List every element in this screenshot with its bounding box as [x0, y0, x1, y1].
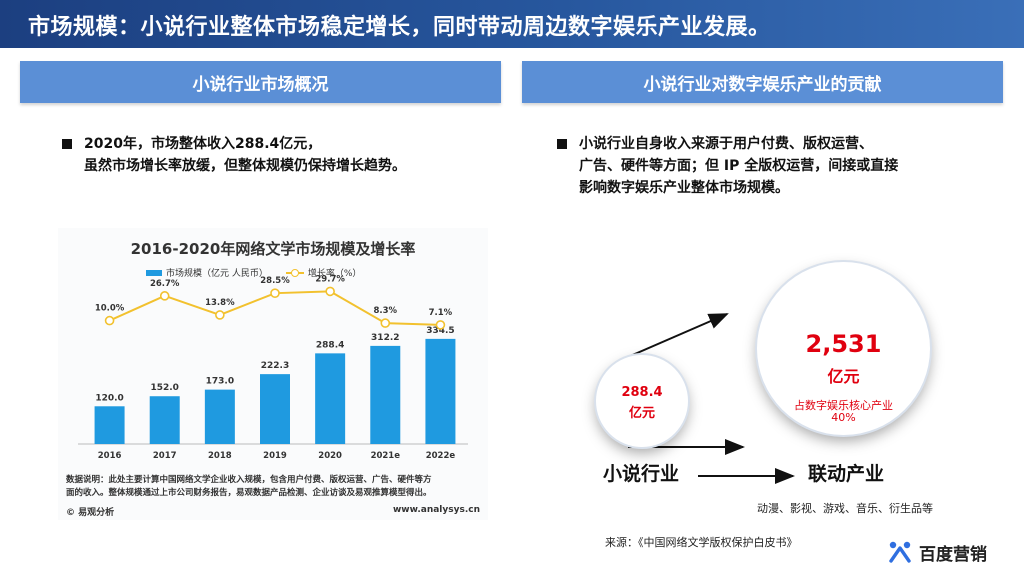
right-bullet-line-1: 小说行业自身收入来源于用户付费、版权运营、: [579, 136, 873, 152]
bar-label-2016: 120.0: [95, 393, 123, 403]
chart-note-line-1: 数据说明：此处主要计算中国网络文学企业收入规模，包含用户付费、版权运营、广告、硬…: [66, 475, 432, 485]
bullet-square-icon: [557, 139, 567, 149]
chart-source-url: www.analysys.cn: [392, 505, 480, 515]
right-bullet-line-2: 广告、硬件等方面；但 IP 全版权运营，间接或直接: [579, 158, 899, 174]
novel-revenue-circle: [596, 355, 688, 447]
flow-from-label: 小说行业: [603, 463, 680, 485]
legend-item-line: 增长率（%）: [285, 266, 362, 279]
legend-bar-swatch: [146, 269, 162, 276]
growth-point-2018: [215, 310, 225, 320]
chart-canvas: 120.0 2016 152.0 2017 173.0 2018 222.3 2019 288.…: [78, 274, 468, 461]
growth-label-2022e: 7.1%: [429, 308, 453, 318]
linked-industry-share-value: 40%: [831, 411, 856, 424]
chart-note: 数据说明：此处主要计算中国网络文学企业收入规模，包含用户付费、版权运营、广告、硬…: [66, 474, 484, 500]
growth-point-2016: [104, 315, 115, 326]
legend-line-label: 增长率（%）: [307, 269, 362, 279]
growth-point-2017: [159, 291, 170, 301]
linked-industry-share-label: 占数字娱乐核心产业: [794, 399, 893, 412]
tick-label-2022e: 2022e: [426, 451, 456, 461]
tick-label-2020: 2020: [318, 451, 342, 461]
linked-industry-value: 2,531: [805, 330, 882, 358]
growth-point-2019: [270, 288, 280, 298]
left-bullet: 2020年，市场整体收入288.4亿元， 虽然市场增长率放缓，但整体规模仍保持增…: [62, 133, 502, 177]
legend-bar-label: 市场规模（亿元 人民币）: [166, 269, 268, 279]
bar-2022e: [425, 338, 456, 444]
left-section-header: 小说行业市场概况: [20, 61, 501, 103]
bar-label-2019: 222.3: [261, 361, 289, 371]
bar-label-2021e: 312.2: [371, 333, 399, 343]
bar-2020: [315, 353, 346, 444]
bar-label-2020: 288.4: [316, 340, 344, 350]
title-bar: 市场规模：小说行业整体市场稳定增长，同时带动周边数字娱乐产业发展。: [0, 0, 1024, 48]
bar-label-2018: 173.0: [206, 377, 234, 387]
linked-industry-unit: 亿元: [827, 367, 860, 386]
bar-label-2022e: 334.5: [426, 326, 454, 336]
legend-item-bar: 市场规模（亿元 人民币）: [146, 266, 268, 279]
bar-2016: [94, 406, 125, 444]
tick-label-2018: 2018: [208, 451, 232, 461]
growth-label-2018: 13.8%: [205, 298, 235, 308]
legend-line-swatch: [285, 268, 304, 277]
tick-label-2016: 2016: [98, 451, 122, 461]
growth-point-2020: [325, 286, 335, 297]
novel-revenue-unit: 亿元: [628, 406, 655, 421]
linked-industry-circle: [757, 262, 930, 435]
bar-2021e: [370, 345, 401, 444]
page-title: 市场规模：小说行业整体市场稳定增长，同时带动周边数字娱乐产业发展。: [28, 15, 771, 40]
source-note: 来源：《中国网络文学版权保护白皮书》: [605, 536, 798, 549]
chart-legend: 市场规模（亿元 人民币） 增长率（%）: [146, 266, 361, 279]
chart-source-logo: © 易观分析: [66, 508, 115, 518]
chart-title: 2016-2020年网络文学市场规模及增长率: [130, 240, 416, 258]
brand-name: 百度营销: [919, 544, 987, 565]
arrow-top: [627, 313, 729, 358]
growth-label-2016: 10.0%: [95, 304, 125, 314]
flow-to-label: 联动产业: [808, 463, 885, 485]
growth-label-2017: 26.7%: [150, 279, 180, 289]
growth-label-2020: 29.7%: [315, 274, 345, 284]
brand-logo: 百度营销: [887, 539, 987, 565]
market-size-chart: 120.0 2016 152.0 2017 173.0 2018 222.3 2019 288.…: [58, 228, 488, 520]
bar-label-2017: 152.0: [150, 383, 178, 393]
right-bullet-line-3: 影响数字娱乐产业整体市场规模。: [579, 180, 789, 196]
bar-2017: [149, 396, 180, 444]
linked-industry-items: 动漫、影视、游戏、音乐、衍生品等: [757, 502, 933, 515]
right-section-header: 小说行业对数字娱乐产业的贡献: [522, 61, 1003, 103]
left-bullet-line-1: 2020年，市场整体收入288.4亿元，: [84, 136, 322, 152]
tick-label-2019: 2019: [263, 451, 287, 461]
growth-label-2019: 28.5%: [260, 276, 290, 286]
left-bullet-line-2: 虽然市场增长率放缓，但整体规模仍保持增长趋势。: [84, 158, 406, 174]
baidu-marketing-logo-icon: [889, 541, 911, 563]
growth-label-2021e: 8.3%: [373, 306, 397, 316]
tick-label-2017: 2017: [153, 451, 177, 461]
bar-2018: [204, 389, 235, 444]
growth-point-2022e: [435, 320, 446, 330]
chart-note-line-2: 面的收入。整体规模通过上市公司财务报告，易观数据产品检测、企业访谈及易观推算模型…: [66, 488, 432, 498]
novel-revenue-value: 288.4: [621, 385, 663, 400]
growth-point-2021e: [380, 318, 391, 328]
bullet-square-icon: [62, 139, 72, 149]
right-bullet: 小说行业自身收入来源于用户付费、版权运营、 广告、硬件等方面；但 IP 全版权运…: [557, 133, 997, 199]
bar-2019: [260, 374, 290, 444]
tick-label-2021e: 2021e: [371, 451, 401, 461]
